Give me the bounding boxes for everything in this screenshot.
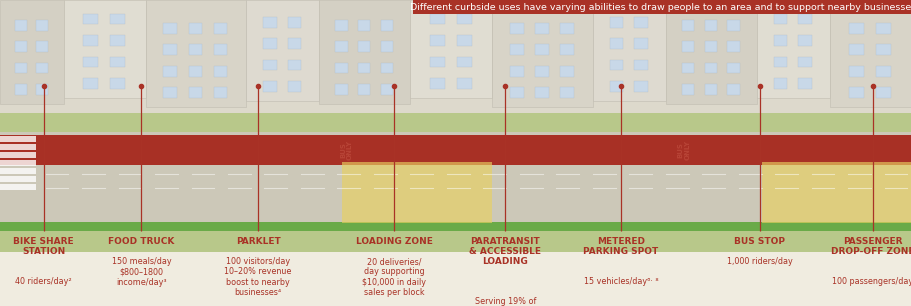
FancyBboxPatch shape <box>848 66 864 76</box>
Text: 1,000 riders/day: 1,000 riders/day <box>726 257 792 266</box>
FancyBboxPatch shape <box>83 57 98 67</box>
FancyBboxPatch shape <box>429 35 445 46</box>
Text: BUS STOP: BUS STOP <box>733 237 784 246</box>
FancyBboxPatch shape <box>727 41 739 52</box>
FancyBboxPatch shape <box>263 38 276 49</box>
FancyBboxPatch shape <box>633 60 647 70</box>
Text: LOADING ZONE: LOADING ZONE <box>355 237 432 246</box>
FancyBboxPatch shape <box>381 84 393 95</box>
FancyBboxPatch shape <box>0 144 36 150</box>
Text: BUS
ONLY: BUS ONLY <box>340 140 353 160</box>
FancyBboxPatch shape <box>797 14 811 24</box>
FancyBboxPatch shape <box>609 81 622 92</box>
FancyBboxPatch shape <box>287 81 301 92</box>
FancyBboxPatch shape <box>0 188 911 223</box>
FancyBboxPatch shape <box>727 84 739 95</box>
FancyBboxPatch shape <box>83 14 98 24</box>
FancyBboxPatch shape <box>681 20 693 31</box>
FancyBboxPatch shape <box>163 66 177 76</box>
FancyBboxPatch shape <box>535 87 548 98</box>
FancyBboxPatch shape <box>110 35 126 46</box>
FancyBboxPatch shape <box>0 252 911 306</box>
Text: 40 riders/day²: 40 riders/day² <box>15 277 72 286</box>
FancyBboxPatch shape <box>0 0 64 104</box>
FancyBboxPatch shape <box>15 41 26 52</box>
FancyBboxPatch shape <box>633 17 647 28</box>
FancyBboxPatch shape <box>83 35 98 46</box>
FancyBboxPatch shape <box>456 57 472 67</box>
FancyBboxPatch shape <box>0 132 911 188</box>
FancyBboxPatch shape <box>319 0 410 104</box>
FancyBboxPatch shape <box>703 20 716 31</box>
FancyBboxPatch shape <box>592 0 665 101</box>
FancyBboxPatch shape <box>429 78 445 89</box>
FancyBboxPatch shape <box>848 44 864 55</box>
Text: 100 passengers/day: 100 passengers/day <box>832 277 911 286</box>
FancyBboxPatch shape <box>0 135 911 165</box>
FancyBboxPatch shape <box>0 152 36 158</box>
FancyBboxPatch shape <box>163 23 177 34</box>
FancyBboxPatch shape <box>0 136 36 142</box>
FancyBboxPatch shape <box>0 113 911 133</box>
FancyBboxPatch shape <box>535 44 548 55</box>
FancyBboxPatch shape <box>703 63 716 73</box>
FancyBboxPatch shape <box>357 84 370 95</box>
Text: FOOD TRUCK: FOOD TRUCK <box>108 237 174 246</box>
FancyBboxPatch shape <box>0 176 36 182</box>
FancyBboxPatch shape <box>665 0 756 104</box>
FancyBboxPatch shape <box>535 23 548 34</box>
FancyBboxPatch shape <box>15 84 26 95</box>
FancyBboxPatch shape <box>875 44 891 55</box>
FancyBboxPatch shape <box>456 35 472 46</box>
FancyBboxPatch shape <box>64 0 146 98</box>
FancyBboxPatch shape <box>146 0 246 107</box>
FancyBboxPatch shape <box>609 38 622 49</box>
Text: Serving 19% of
the US population⁵: Serving 19% of the US population⁵ <box>467 297 542 306</box>
FancyBboxPatch shape <box>263 17 276 28</box>
FancyBboxPatch shape <box>875 66 891 76</box>
FancyBboxPatch shape <box>609 60 622 70</box>
FancyBboxPatch shape <box>0 184 36 190</box>
FancyBboxPatch shape <box>797 78 811 89</box>
FancyBboxPatch shape <box>335 20 347 31</box>
FancyBboxPatch shape <box>381 41 393 52</box>
FancyBboxPatch shape <box>36 41 48 52</box>
FancyBboxPatch shape <box>189 66 202 76</box>
FancyBboxPatch shape <box>0 160 36 166</box>
FancyBboxPatch shape <box>559 87 573 98</box>
FancyBboxPatch shape <box>15 20 26 31</box>
Text: BIKE SHARE
STATION: BIKE SHARE STATION <box>14 237 74 256</box>
FancyBboxPatch shape <box>163 44 177 55</box>
FancyBboxPatch shape <box>875 23 891 34</box>
FancyBboxPatch shape <box>559 23 573 34</box>
FancyBboxPatch shape <box>36 84 48 95</box>
FancyBboxPatch shape <box>456 78 472 89</box>
FancyBboxPatch shape <box>213 44 227 55</box>
FancyBboxPatch shape <box>263 60 276 70</box>
FancyBboxPatch shape <box>83 78 98 89</box>
Text: PARATRANSIT
& ACCESSIBLE
LOADING: PARATRANSIT & ACCESSIBLE LOADING <box>469 237 540 266</box>
FancyBboxPatch shape <box>559 66 573 76</box>
Text: METERED
PARKING SPOT: METERED PARKING SPOT <box>583 237 658 256</box>
FancyBboxPatch shape <box>509 87 523 98</box>
FancyBboxPatch shape <box>263 81 276 92</box>
FancyBboxPatch shape <box>609 17 622 28</box>
FancyBboxPatch shape <box>429 14 445 24</box>
FancyBboxPatch shape <box>681 63 693 73</box>
FancyBboxPatch shape <box>492 0 592 107</box>
Text: 100 visitors/day
10–20% revenue
boost to nearby
businesses⁴: 100 visitors/day 10–20% revenue boost to… <box>224 257 292 297</box>
FancyBboxPatch shape <box>410 0 492 98</box>
FancyBboxPatch shape <box>213 87 227 98</box>
FancyBboxPatch shape <box>335 63 347 73</box>
FancyBboxPatch shape <box>189 87 202 98</box>
FancyBboxPatch shape <box>829 0 911 107</box>
Text: PARKLET: PARKLET <box>235 237 281 246</box>
FancyBboxPatch shape <box>681 84 693 95</box>
FancyBboxPatch shape <box>761 162 911 223</box>
FancyBboxPatch shape <box>15 63 26 73</box>
FancyBboxPatch shape <box>509 23 523 34</box>
FancyBboxPatch shape <box>36 20 48 31</box>
FancyBboxPatch shape <box>357 41 370 52</box>
FancyBboxPatch shape <box>342 162 492 223</box>
